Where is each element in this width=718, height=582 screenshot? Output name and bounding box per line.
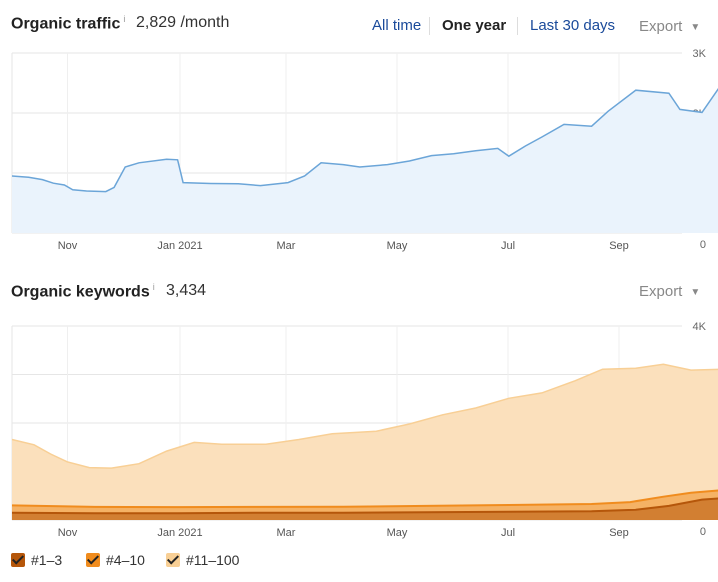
tab-all-time[interactable]: All time: [372, 17, 422, 34]
legend-item-11-100[interactable]: #11–100: [166, 552, 239, 568]
series-line: [11, 489, 718, 509]
tab-last-30-days[interactable]: Last 30 days: [530, 17, 616, 34]
traffic-export-button[interactable]: Export ▼: [639, 18, 700, 35]
organic-traffic-value: 2,829 /month: [136, 14, 230, 31]
checkbox-checked-icon[interactable]: [11, 553, 25, 567]
chevron-down-icon: ▼: [690, 21, 701, 33]
series-line: [11, 87, 718, 193]
x-tick-label: Sep: [609, 240, 629, 252]
y-tick-label: 4K: [693, 321, 707, 333]
x-tick-label: Sep: [609, 527, 629, 539]
legend-label: #4–10: [106, 552, 145, 568]
chevron-down-icon: ▼: [690, 286, 701, 298]
x-tick-label: Jul: [501, 240, 515, 252]
x-tick-label: Mar: [277, 527, 296, 539]
x-tick-label: Nov: [58, 240, 78, 252]
y-tick-label: 3K: [693, 48, 707, 60]
series-area: [12, 364, 718, 520]
x-tick-label: May: [387, 240, 408, 252]
organic-traffic-header: Organic traffic i 2,829 /month All time O…: [0, 0, 718, 35]
legend-label: #1–3: [31, 552, 63, 568]
x-tick-label: Jan 2021: [157, 527, 202, 539]
series-line: [11, 363, 718, 469]
export-label: Export: [639, 283, 683, 300]
info-icon[interactable]: i: [152, 282, 155, 292]
series-area: [12, 498, 718, 520]
series-line: [11, 497, 718, 515]
y-tick-label: 0: [700, 526, 706, 538]
legend-item-4-10[interactable]: #4–10: [86, 552, 145, 568]
checkbox-checked-icon[interactable]: [166, 553, 180, 567]
tab-one-year[interactable]: One year: [442, 17, 507, 34]
x-tick-label: Jul: [501, 527, 515, 539]
organic-keywords-title: Organic keywords i: [11, 282, 155, 301]
legend-item-top-3[interactable]: #1–3: [11, 552, 62, 568]
organic-keywords-title-text: Organic keywords: [11, 283, 150, 301]
organic-keywords-value: 3,434: [166, 282, 207, 299]
tab-divider: [517, 17, 518, 35]
organic-traffic-title-text: Organic traffic: [11, 15, 121, 33]
x-tick-label: May: [387, 527, 408, 539]
organic-traffic-title: Organic traffic i: [11, 14, 125, 33]
export-label: Export: [639, 18, 683, 35]
series-area: [12, 89, 718, 233]
info-icon[interactable]: i: [123, 14, 126, 24]
keywords-export-button[interactable]: Export ▼: [639, 283, 700, 300]
x-tick-label: Jan 2021: [157, 240, 202, 252]
y-tick-label: 0: [700, 239, 706, 251]
checkbox-checked-icon[interactable]: [86, 553, 100, 567]
tab-divider: [429, 17, 430, 35]
x-tick-label: Mar: [277, 240, 296, 252]
x-tick-label: Nov: [58, 527, 78, 539]
legend-label: #11–100: [186, 552, 240, 568]
